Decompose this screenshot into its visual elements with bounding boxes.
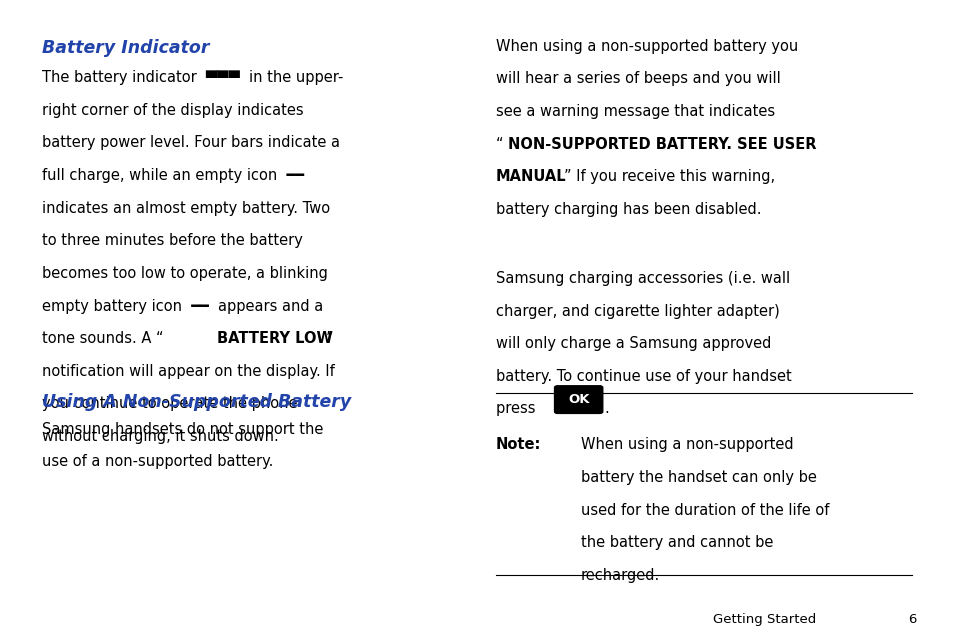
Text: right corner of the display indicates: right corner of the display indicates <box>42 102 303 118</box>
Text: full charge, while an empty icon  ━━: full charge, while an empty icon ━━ <box>42 168 304 183</box>
Text: Battery Indicator: Battery Indicator <box>42 39 210 57</box>
Text: will hear a series of beeps and you will: will hear a series of beeps and you will <box>496 71 780 86</box>
Text: .: . <box>604 401 609 417</box>
Text: recharged.: recharged. <box>580 568 659 583</box>
Text: ” If you receive this warning,: ” If you receive this warning, <box>563 169 775 184</box>
Text: charger, and cigarette lighter adapter): charger, and cigarette lighter adapter) <box>496 303 779 319</box>
Text: battery. To continue use of your handset: battery. To continue use of your handset <box>496 369 791 384</box>
Text: notification will appear on the display. If: notification will appear on the display.… <box>42 364 335 379</box>
Text: indicates an almost empty battery. Two: indicates an almost empty battery. Two <box>42 200 330 216</box>
Text: BATTERY LOW: BATTERY LOW <box>216 331 333 346</box>
Text: used for the duration of the life of: used for the duration of the life of <box>580 502 828 518</box>
Text: see a warning message that indicates: see a warning message that indicates <box>496 104 774 119</box>
FancyBboxPatch shape <box>554 386 602 413</box>
Text: battery power level. Four bars indicate a: battery power level. Four bars indicate … <box>42 135 339 150</box>
Text: Samsung handsets do not support the: Samsung handsets do not support the <box>42 422 323 436</box>
Text: 6: 6 <box>907 613 916 626</box>
Text: will only charge a Samsung approved: will only charge a Samsung approved <box>496 336 770 351</box>
Text: The battery indicator  ▀▀▀  in the upper-: The battery indicator ▀▀▀ in the upper- <box>42 70 343 85</box>
Text: Note:: Note: <box>496 438 540 452</box>
Text: OK: OK <box>567 393 589 406</box>
Text: battery charging has been disabled.: battery charging has been disabled. <box>496 202 760 217</box>
Text: you continue to operate the phone: you continue to operate the phone <box>42 396 297 411</box>
Text: press: press <box>496 401 539 417</box>
Text: MANUAL: MANUAL <box>496 169 566 184</box>
Text: battery the handset can only be: battery the handset can only be <box>580 470 816 485</box>
Text: NON-SUPPORTED BATTERY. SEE USER: NON-SUPPORTED BATTERY. SEE USER <box>508 137 816 151</box>
Text: empty battery icon  ━━  appears and a: empty battery icon ━━ appears and a <box>42 298 323 314</box>
Text: to three minutes before the battery: to three minutes before the battery <box>42 233 302 248</box>
Text: Samsung charging accessories (i.e. wall: Samsung charging accessories (i.e. wall <box>496 271 789 286</box>
Text: use of a non-supported battery.: use of a non-supported battery. <box>42 454 274 469</box>
Text: When using a non-supported battery you: When using a non-supported battery you <box>496 39 798 53</box>
Text: tone sounds. A “: tone sounds. A “ <box>42 331 163 346</box>
Text: “: “ <box>496 137 503 151</box>
Text: without charging, it shuts down.: without charging, it shuts down. <box>42 429 278 444</box>
Text: the battery and cannot be: the battery and cannot be <box>580 535 773 550</box>
Text: When using a non-supported: When using a non-supported <box>580 438 793 452</box>
Text: becomes too low to operate, a blinking: becomes too low to operate, a blinking <box>42 266 328 281</box>
Text: Getting Started: Getting Started <box>713 613 816 626</box>
Text: Using A Non-Supported Battery: Using A Non-Supported Battery <box>42 393 351 411</box>
Text: ”: ” <box>325 331 333 346</box>
